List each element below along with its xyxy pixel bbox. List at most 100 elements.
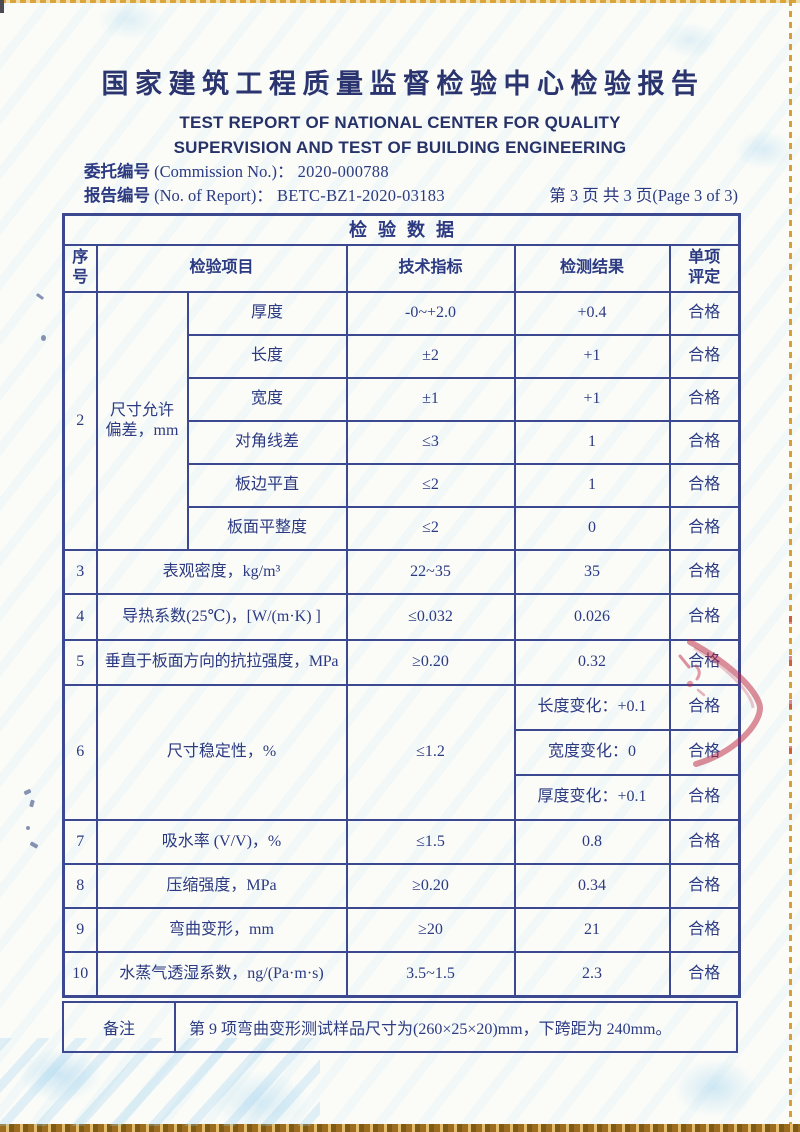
cell-result: 0 bbox=[513, 505, 671, 551]
cell-subitem: 对角线差 bbox=[186, 419, 348, 465]
cell-eval: 合格 bbox=[668, 376, 741, 422]
cell-index: ≥0.20 bbox=[345, 862, 516, 909]
commission-label: 委托编号 bbox=[84, 162, 150, 181]
cell-eval: 合格 bbox=[668, 728, 741, 776]
cell-item: 垂直于板面方向的抗拉强度，MPa bbox=[95, 638, 348, 686]
remark-row: 备注 第 9 项弯曲变形测试样品尺寸为(260×25×20)mm，下跨距为 24… bbox=[62, 1001, 738, 1053]
cell-result: 0.34 bbox=[513, 862, 671, 909]
cell-result: 0.32 bbox=[513, 638, 671, 686]
cell-item: 导热系数(25℃)，[W/(m·K) ] bbox=[95, 592, 348, 641]
cell-index: ±1 bbox=[345, 376, 516, 422]
cell-subitem: 板边平直 bbox=[186, 462, 348, 508]
cell-result: 0.8 bbox=[513, 818, 671, 865]
cell-subitem: 厚度 bbox=[186, 290, 348, 336]
cell-eval: 合格 bbox=[668, 638, 741, 686]
cell-no: 8 bbox=[62, 862, 98, 909]
red-edge-mark bbox=[789, 656, 792, 666]
ink-mark bbox=[26, 826, 30, 830]
report-title-en-line2: SUPERVISION AND TEST OF BUILDING ENGINEE… bbox=[173, 138, 627, 157]
report-title-en: TEST REPORT OF NATIONAL CENTER FOR QUALI… bbox=[0, 110, 800, 160]
report-number: BETC-BZ1-2020-03183 bbox=[276, 186, 445, 205]
header-item: 检验项目 bbox=[95, 243, 348, 293]
cell-result: +0.4 bbox=[513, 290, 671, 336]
gold-border-right bbox=[789, 0, 792, 1124]
header-no: 序 号 bbox=[62, 243, 98, 293]
cell-result: 2.3 bbox=[513, 950, 671, 998]
cell-eval: 合格 bbox=[668, 462, 741, 508]
cell-index: ±2 bbox=[345, 333, 516, 379]
cell-item: 水蒸气透湿系数，ng/(Pa·m·s) bbox=[95, 950, 348, 998]
cell-index: 3.5~1.5 bbox=[345, 950, 516, 998]
header-evaluation: 单项 评定 bbox=[668, 243, 741, 293]
cell-eval: 合格 bbox=[668, 818, 741, 865]
cell-item-group: 尺寸允许 偏差，mm bbox=[95, 290, 189, 551]
cell-index: ≥0.20 bbox=[345, 638, 516, 686]
report-number-line: 报告编号 (No. of Report)： BETC-BZ1-2020-0318… bbox=[84, 182, 738, 206]
cell-index: ≤1.2 bbox=[345, 683, 516, 821]
commission-label-en: (Commission No.)： bbox=[154, 162, 294, 181]
cell-eval: 合格 bbox=[668, 290, 741, 336]
cell-result: 35 bbox=[513, 548, 671, 595]
red-edge-mark bbox=[789, 700, 792, 709]
cell-eval: 合格 bbox=[668, 505, 741, 551]
cell-result: 宽度变化：0 bbox=[513, 728, 671, 776]
cell-item: 吸水率 (V/V)，% bbox=[95, 818, 348, 865]
ink-mark bbox=[35, 292, 45, 301]
cell-result: 0.026 bbox=[513, 592, 671, 641]
header-index: 技术指标 bbox=[345, 243, 516, 293]
test-data-table: 检验数据 序 号 检验项目 技术指标 检测结果 单项 评定 2 尺寸允许 偏差，… bbox=[62, 213, 742, 998]
cell-eval: 合格 bbox=[668, 950, 741, 998]
cell-result: 1 bbox=[513, 419, 671, 465]
cell-index: -0~+2.0 bbox=[345, 290, 516, 336]
cell-eval: 合格 bbox=[668, 683, 741, 731]
cell-eval: 合格 bbox=[668, 906, 741, 953]
cell-no: 2 bbox=[62, 290, 98, 551]
cell-item: 尺寸稳定性，% bbox=[95, 683, 348, 821]
remark-label: 备注 bbox=[64, 1003, 176, 1051]
ink-mark bbox=[23, 788, 32, 796]
page-indicator: 第 3 页 共 3 页(Page 3 of 3) bbox=[549, 186, 738, 205]
report-title-cn: 国家建筑工程质量监督检验中心检验报告 bbox=[101, 69, 705, 99]
cell-no: 5 bbox=[62, 638, 98, 686]
cell-eval: 合格 bbox=[668, 773, 741, 821]
red-edge-mark bbox=[789, 616, 792, 624]
cell-index: 22~35 bbox=[345, 548, 516, 595]
cell-eval: 合格 bbox=[668, 419, 741, 465]
report-number-group: 报告编号 (No. of Report)： BETC-BZ1-2020-0318… bbox=[84, 182, 445, 206]
report-label-en: (No. of Report)： bbox=[154, 186, 273, 205]
remark-text: 第 9 项弯曲变形测试样品尺寸为(260×25×20)mm，下跨距为 240mm… bbox=[189, 1021, 672, 1038]
cell-result: 厚度变化：+0.1 bbox=[513, 773, 671, 821]
commission-line: 委托编号 (Commission No.)： 2020-000788 bbox=[84, 158, 389, 182]
cell-eval: 合格 bbox=[668, 862, 741, 909]
gold-border-top bbox=[0, 0, 800, 3]
cell-item: 表观密度，kg/m³ bbox=[95, 548, 348, 595]
cell-subitem: 宽度 bbox=[186, 376, 348, 422]
cell-eval: 合格 bbox=[668, 548, 741, 595]
cell-no: 7 bbox=[62, 818, 98, 865]
gold-border-bottom bbox=[0, 1124, 800, 1132]
cell-subitem: 板面平整度 bbox=[186, 505, 348, 551]
cell-no: 3 bbox=[62, 548, 98, 595]
cell-result: 1 bbox=[513, 462, 671, 508]
cell-result: 21 bbox=[513, 906, 671, 953]
cell-index: ≤1.5 bbox=[345, 818, 516, 865]
scan-edge-mark bbox=[0, 0, 4, 13]
red-edge-mark bbox=[789, 746, 792, 754]
cell-eval: 合格 bbox=[668, 333, 741, 379]
cell-index: ≥20 bbox=[345, 906, 516, 953]
cell-item: 压缩强度，MPa bbox=[95, 862, 348, 909]
ink-mark bbox=[29, 841, 39, 849]
cell-eval: 合格 bbox=[668, 592, 741, 641]
cell-result: 长度变化：+0.1 bbox=[513, 683, 671, 731]
cell-result: +1 bbox=[513, 376, 671, 422]
cell-result: +1 bbox=[513, 333, 671, 379]
cell-item: 弯曲变形，mm bbox=[95, 906, 348, 953]
report-label: 报告编号 bbox=[84, 186, 150, 205]
report-title-en-line1: TEST REPORT OF NATIONAL CENTER FOR QUALI… bbox=[179, 113, 621, 132]
cell-subitem: 长度 bbox=[186, 333, 348, 379]
header-result: 检测结果 bbox=[513, 243, 671, 293]
commission-number: 2020-000788 bbox=[297, 162, 389, 181]
cell-index: ≤2 bbox=[345, 505, 516, 551]
table-title: 检验数据 bbox=[62, 213, 741, 246]
cell-no: 6 bbox=[62, 683, 98, 821]
